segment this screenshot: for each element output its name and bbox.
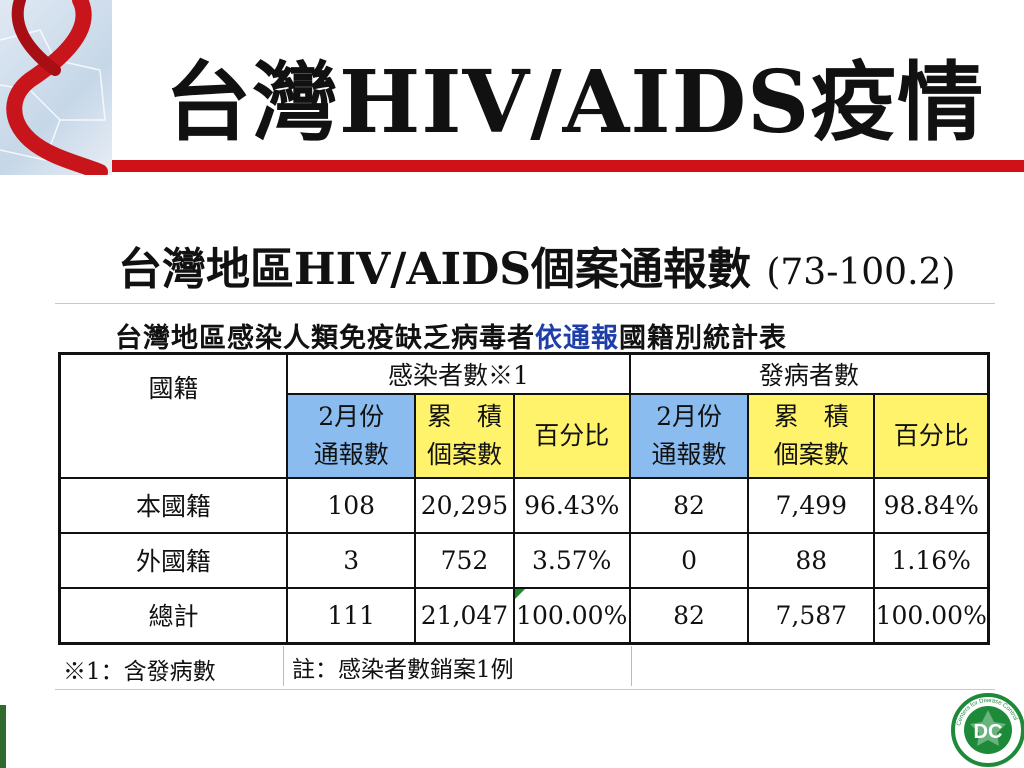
note-2: 註：感染者數銷案1例 xyxy=(292,657,514,683)
row-label: 總計 xyxy=(58,586,289,644)
header-inf-month-l1: 2月份 xyxy=(318,401,385,431)
cell-ons-month: 82 xyxy=(628,586,750,644)
table-header-row: 國籍 感染者數※1 發病者數 xyxy=(58,352,990,479)
header-ons-cum: 累 積個案數 xyxy=(747,392,876,479)
header-ons-cum-l2: 個案數 xyxy=(773,439,849,469)
title-underline-rule xyxy=(112,160,1024,172)
slide-title: 台灣HIV/AIDS疫情 xyxy=(165,52,985,153)
table-caption: 台灣地區感染人類免疫缺乏病毒者依通報國籍別統計表 xyxy=(115,316,787,355)
header-nationality: 國籍 xyxy=(58,352,289,479)
header-infected-group: 感染者數※1 xyxy=(286,352,631,395)
table-row: 本國籍 108 20,295 96.43% 82 7,499 98.84% xyxy=(58,476,990,534)
header-inf-cum-l2: 個案數 xyxy=(426,439,502,469)
slide-subtitle: 台灣地區HIV/AIDS個案通報數 (73-100.2) xyxy=(118,240,955,300)
row-label: 本國籍 xyxy=(58,476,289,534)
cell-inf-pct-value: 100.00% xyxy=(516,600,628,630)
cell-ons-pct: 1.16% xyxy=(873,531,990,589)
subtitle-range: (73-100.2) xyxy=(766,252,956,293)
header-ons-cum-l1: 累 積 xyxy=(773,401,849,431)
note-divider xyxy=(283,646,284,686)
cell-inf-cum: 752 xyxy=(414,531,515,589)
cell-ons-month: 0 xyxy=(628,531,750,589)
cell-ons-cum: 7,499 xyxy=(747,476,876,534)
header-inf-cum-l1: 累 積 xyxy=(426,401,502,431)
decorative-map-ribbon xyxy=(0,0,112,175)
logo-initials: DC xyxy=(974,721,1003,743)
cell-inf-cum: 21,047 xyxy=(414,586,515,644)
left-accent-bar xyxy=(0,705,6,768)
cdc-logo-icon: DC Centers for Disease Control xyxy=(951,693,1024,767)
header-ons-month: 2月份通報數 xyxy=(628,392,750,479)
cell-inf-pct: 3.57% xyxy=(512,531,631,589)
cell-inf-month: 108 xyxy=(286,476,417,534)
nationality-stats-table: 國籍 感染者數※1 發病者數 2月份通報數 累 積個案數 百分比 2月份通報數 … xyxy=(58,352,990,645)
table-row: 外國籍 3 752 3.57% 0 88 1.16% xyxy=(58,531,990,589)
header-onset-group: 發病者數 xyxy=(628,352,990,395)
header-inf-month-l2: 通報數 xyxy=(313,439,389,469)
header-ons-month-l2: 通報數 xyxy=(651,439,727,469)
caption-highlight: 依通報 xyxy=(535,323,619,354)
header-inf-cum: 累 積個案數 xyxy=(414,392,515,479)
table-subheader-row: 2月份通報數 累 積個案數 百分比 2月份通報數 累 積個案數 百分比 xyxy=(60,392,990,479)
note-divider xyxy=(631,646,632,686)
cell-ons-pct: 100.00% xyxy=(873,586,990,644)
cell-inf-cum: 20,295 xyxy=(414,476,515,534)
table-notes: ※1：含發病數 註：感染者數銷案1例 xyxy=(55,646,995,686)
cell-ons-cum: 7,587 xyxy=(747,586,876,644)
cell-ons-pct: 98.84% xyxy=(873,476,990,534)
cell-ons-month: 82 xyxy=(628,476,750,534)
cell-ons-cum: 88 xyxy=(747,531,876,589)
statistics-table-image: 台灣地區感染人類免疫缺乏病毒者依通報國籍別統計表 國籍 感染者數※1 發病者數 … xyxy=(55,303,995,690)
header-ons-month-l1: 2月份 xyxy=(656,401,722,431)
header-inf-month: 2月份通報數 xyxy=(286,392,417,479)
cell-inf-pct-total: 100.00% xyxy=(512,586,631,644)
cell-inf-pct: 96.43% xyxy=(512,476,631,534)
cell-inf-month: 111 xyxy=(286,586,417,644)
caption-post: 國籍別統計表 xyxy=(619,323,787,354)
table-row-total: 總計 111 21,047 100.00% 82 7,587 100.00% xyxy=(58,586,990,644)
note-1: ※1：含發病數 xyxy=(63,659,216,685)
header-inf-pct: 百分比 xyxy=(512,392,631,479)
caption-pre: 台灣地區感染人類免疫缺乏病毒者 xyxy=(115,323,535,354)
subtitle-text: 台灣地區HIV/AIDS個案通報數 xyxy=(118,244,752,295)
cell-marker-icon xyxy=(514,588,525,599)
cell-inf-month: 3 xyxy=(286,531,417,589)
row-label: 外國籍 xyxy=(58,531,289,589)
header-ons-pct: 百分比 xyxy=(873,392,990,479)
